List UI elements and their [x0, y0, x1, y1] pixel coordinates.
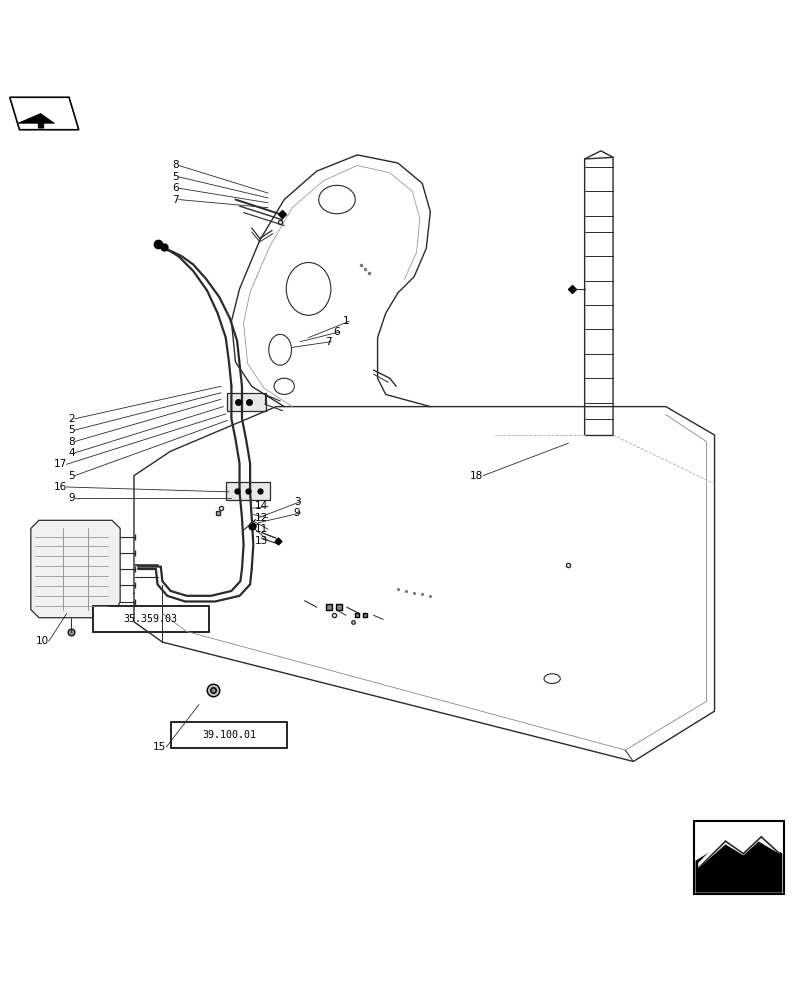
FancyBboxPatch shape	[227, 393, 266, 411]
Text: 4: 4	[68, 448, 75, 458]
Text: 35.359.03: 35.359.03	[123, 614, 178, 624]
Text: 5: 5	[172, 172, 178, 182]
Text: 12: 12	[255, 513, 268, 523]
FancyBboxPatch shape	[171, 722, 287, 748]
Text: 2: 2	[68, 414, 75, 424]
FancyBboxPatch shape	[225, 482, 270, 500]
Polygon shape	[31, 520, 120, 618]
Text: 17: 17	[54, 459, 67, 469]
Text: 18: 18	[470, 471, 483, 481]
Text: 8: 8	[172, 160, 178, 170]
Polygon shape	[695, 839, 781, 892]
Text: 9: 9	[68, 493, 75, 503]
Text: 6: 6	[333, 327, 339, 337]
FancyBboxPatch shape	[92, 606, 208, 632]
Text: 14: 14	[255, 501, 268, 511]
Polygon shape	[697, 835, 779, 868]
Text: 6: 6	[172, 183, 178, 193]
Text: 39.100.01: 39.100.01	[202, 730, 256, 740]
FancyBboxPatch shape	[693, 821, 783, 894]
Polygon shape	[10, 97, 79, 130]
Text: 13: 13	[255, 536, 268, 546]
Text: 16: 16	[54, 482, 67, 492]
Text: 15: 15	[153, 742, 166, 752]
Text: 10: 10	[36, 636, 49, 646]
Text: 5: 5	[68, 471, 75, 481]
Text: 11: 11	[255, 524, 268, 534]
Text: 9: 9	[294, 508, 300, 518]
Text: 3: 3	[294, 497, 300, 507]
Text: 5: 5	[68, 425, 75, 435]
Polygon shape	[18, 113, 54, 128]
Text: 7: 7	[324, 337, 331, 347]
Text: 1: 1	[342, 316, 349, 326]
Text: 8: 8	[68, 437, 75, 447]
Text: 7: 7	[172, 195, 178, 205]
